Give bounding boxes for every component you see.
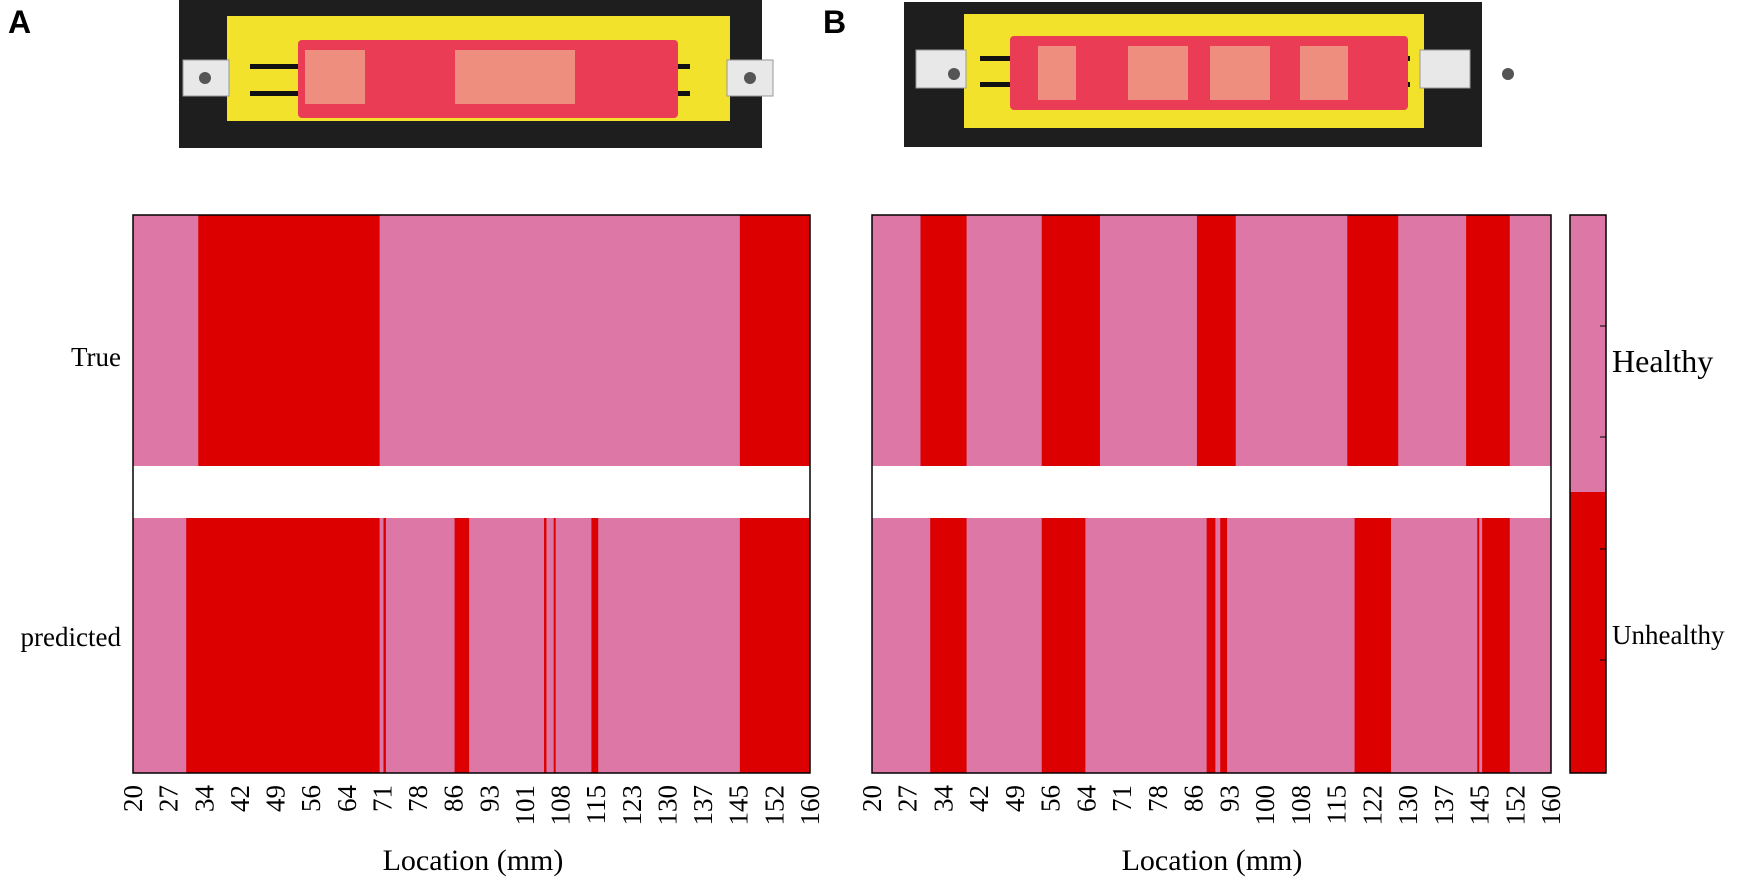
x-tick-label: 20 xyxy=(118,785,148,812)
x-tick-label: 78 xyxy=(403,785,433,812)
unhealthy-band xyxy=(454,518,470,773)
x-tick-label: 130 xyxy=(652,785,682,826)
colorbar-label-unhealthy: Unhealthy xyxy=(1612,620,1725,650)
unhealthy-band xyxy=(553,518,556,773)
x-tick-label: 145 xyxy=(1465,785,1495,826)
unhealthy-band xyxy=(591,518,599,773)
row-label-predicted: predicted xyxy=(21,622,122,652)
colorbar-healthy-segment xyxy=(1570,215,1606,492)
row-label-true: True xyxy=(71,342,121,372)
x-tick-label: 27 xyxy=(893,785,923,812)
x-tick-label: 20 xyxy=(857,785,887,812)
x-axis-label-b: Location (mm) xyxy=(1122,844,1303,877)
heatmap-panel-b: 20 27 34 42 49 56 64 71 78 86 93 100 108 115 122 130 137… xyxy=(857,214,1566,826)
unhealthy-band xyxy=(1482,518,1510,773)
x-tick-label: 64 xyxy=(332,785,362,813)
heatmap-frame xyxy=(871,214,1552,774)
panel-letter-a: A xyxy=(8,4,31,40)
unhealthy-band xyxy=(739,215,810,466)
x-tick-label: 115 xyxy=(581,785,611,825)
x-tick-label: 145 xyxy=(724,785,754,826)
sample-photo-b xyxy=(904,2,1514,147)
x-tick-label: 108 xyxy=(1286,785,1316,826)
x-tick-label: 64 xyxy=(1071,785,1101,813)
x-tick-label: 71 xyxy=(367,785,397,812)
x-tick-label: 100 xyxy=(1250,785,1280,826)
unhealthy-band xyxy=(186,518,380,773)
unhealthy-band xyxy=(383,518,386,773)
x-tick-label: 130 xyxy=(1393,785,1423,826)
unhealthy-band xyxy=(198,215,380,466)
unhealthy-band xyxy=(1466,215,1510,466)
x-tick-label: 56 xyxy=(296,785,326,812)
unhealthy-band xyxy=(1206,518,1216,773)
colorbar-unhealthy-segment xyxy=(1570,492,1606,773)
x-tick-label: 93 xyxy=(474,785,504,812)
colorbar-label-healthy: Healthy xyxy=(1612,343,1713,379)
unhealthy-band xyxy=(1354,518,1391,773)
x-tick-label: 137 xyxy=(688,785,718,826)
x-tick-label: 160 xyxy=(1536,785,1566,826)
heatmap-frame xyxy=(132,214,811,774)
x-tick-label: 137 xyxy=(1429,785,1459,826)
x-tick-label: 56 xyxy=(1036,785,1066,812)
x-tick-label: 152 xyxy=(759,785,789,826)
x-tick-label: 34 xyxy=(928,785,958,813)
x-tick-label: 86 xyxy=(1179,785,1209,812)
unhealthy-band xyxy=(1041,518,1086,773)
x-tick-label: 34 xyxy=(189,785,219,813)
x-tick-label: 122 xyxy=(1357,785,1387,826)
x-tick-label: 27 xyxy=(154,785,184,812)
x-tick-label: 123 xyxy=(617,785,647,826)
x-tick-label: 42 xyxy=(225,785,255,812)
unhealthy-band xyxy=(1347,215,1399,466)
x-tick-label: 108 xyxy=(546,785,576,826)
sample-photo-a xyxy=(179,0,774,148)
unhealthy-band xyxy=(1041,215,1100,466)
unhealthy-band xyxy=(544,518,547,773)
heatmap-panel-a: 20 27 34 42 49 56 64 71 78 86 93 101 108 115 123 130 137… xyxy=(118,214,825,826)
x-tick-label: 115 xyxy=(1322,785,1352,825)
x-tick-label: 152 xyxy=(1500,785,1530,826)
unhealthy-band xyxy=(739,518,810,773)
unhealthy-band xyxy=(1477,518,1480,773)
unhealthy-band xyxy=(1220,518,1228,773)
unhealthy-band xyxy=(1196,215,1236,466)
x-tick-label: 42 xyxy=(964,785,994,812)
panel-letter-b: B xyxy=(823,4,846,40)
x-tick-label: 101 xyxy=(510,785,540,826)
colorbar: Healthy Unhealthy xyxy=(1569,214,1725,774)
x-tick-label: 49 xyxy=(261,785,291,812)
x-axis-label-a: Location (mm) xyxy=(383,844,564,877)
x-tick-label: 49 xyxy=(1000,785,1030,812)
unhealthy-band xyxy=(930,518,967,773)
x-tick-label: 78 xyxy=(1143,785,1173,812)
x-tick-label: 160 xyxy=(795,785,825,826)
x-tick-label: 86 xyxy=(439,785,469,812)
x-tick-label: 93 xyxy=(1214,785,1244,812)
x-tick-label: 71 xyxy=(1107,785,1137,812)
colorbar-frame xyxy=(1569,214,1607,774)
unhealthy-band xyxy=(920,215,967,466)
